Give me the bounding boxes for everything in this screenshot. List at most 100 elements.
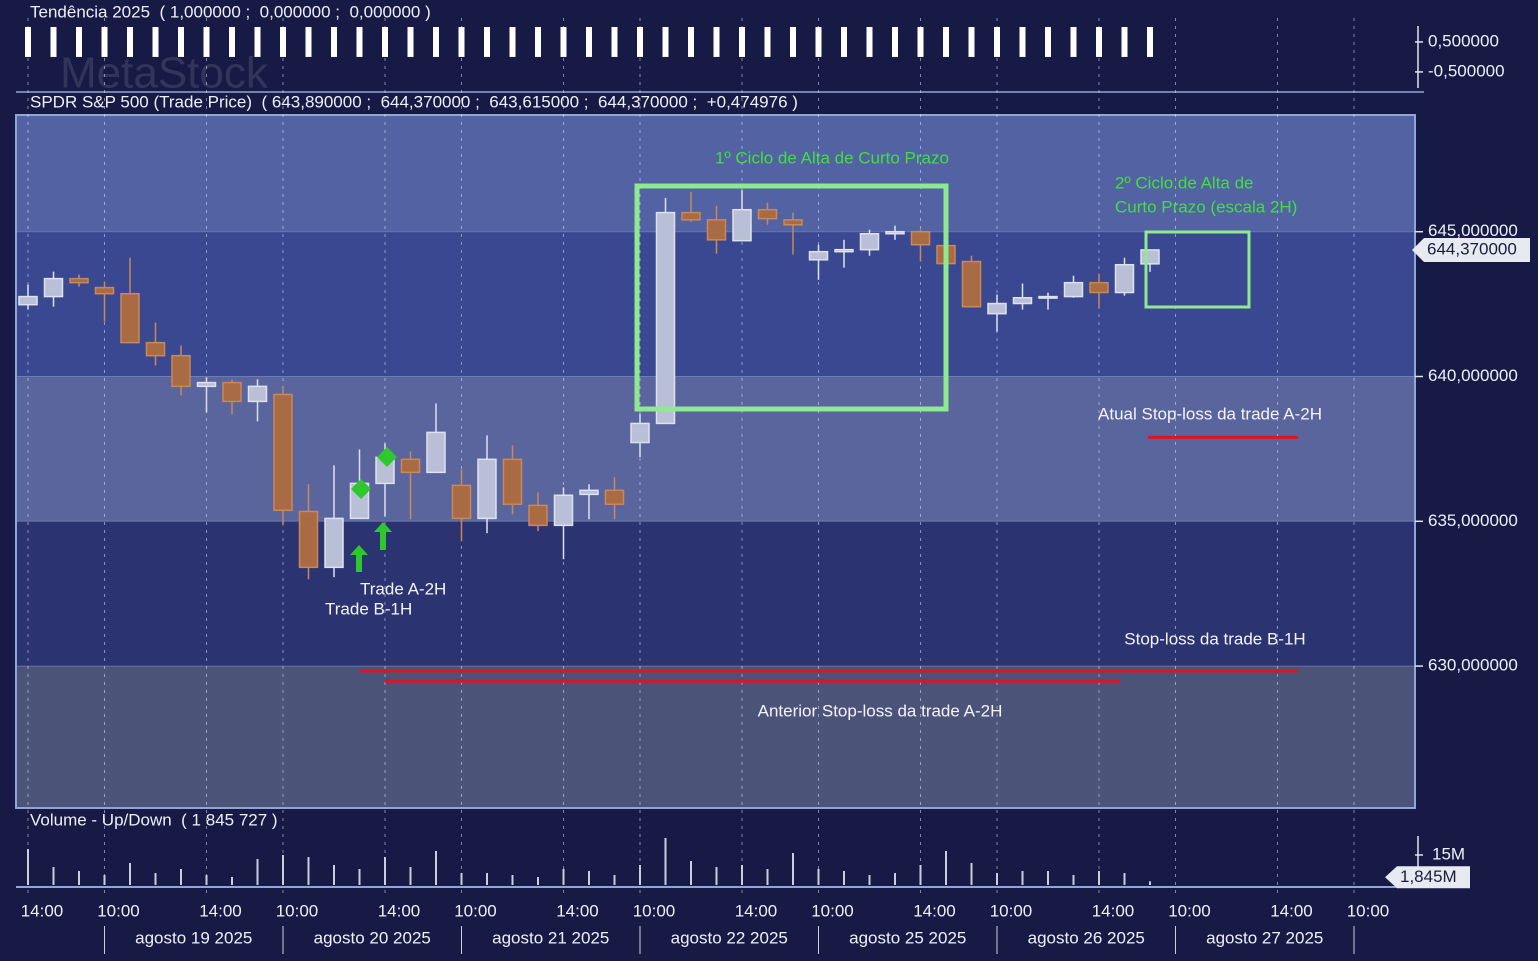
- x-tick-label: 14:00: [1270, 901, 1313, 920]
- x-tick-label: 14:00: [21, 901, 64, 920]
- x-tick-label: 10:00: [1347, 901, 1390, 920]
- trade-label: Trade B-1H: [325, 599, 412, 618]
- volume-bar: [154, 873, 157, 885]
- stop-label: Stop-loss da trade B-1H: [1124, 629, 1305, 648]
- volume-bar: [486, 873, 488, 885]
- volume-bar: [307, 857, 310, 885]
- volume-bar: [843, 871, 845, 885]
- x-tick-label: 14:00: [556, 901, 599, 920]
- indicator-bar: [637, 26, 643, 57]
- volume-bar: [945, 851, 947, 885]
- candle-body: [502, 458, 523, 505]
- candle-body: [834, 248, 854, 253]
- candle-body: [1038, 295, 1058, 299]
- indicator-bar: [407, 26, 414, 57]
- volume-bar: [741, 865, 743, 885]
- indicator-bar: [1096, 26, 1102, 57]
- candle-body: [400, 458, 421, 474]
- last-price-box: [1412, 237, 1530, 262]
- volume-bar: [103, 875, 106, 885]
- y-tick-label: 645,000000: [1428, 221, 1518, 240]
- day-label: agosto 25 2025: [849, 928, 966, 947]
- candle-body: [222, 381, 242, 403]
- x-tick-label: 10:00: [811, 901, 854, 920]
- candle-body: [426, 431, 446, 474]
- indicator-bar: [968, 26, 975, 57]
- day-label: agosto 26 2025: [1028, 928, 1145, 947]
- indicator-bar: [713, 26, 720, 57]
- candle-body: [579, 489, 599, 496]
- candle-body: [1089, 281, 1109, 294]
- volume-bar: [970, 863, 973, 885]
- volume-bar: [792, 853, 794, 885]
- price-band: [16, 666, 1415, 808]
- indicator-bar: [943, 26, 949, 57]
- indicator-bar: [305, 26, 312, 57]
- last-price-label: 644,370000: [1427, 239, 1517, 258]
- volume-bar: [1072, 875, 1075, 885]
- volume-bar: [613, 875, 616, 885]
- candle-body: [528, 504, 548, 527]
- volume-bar: [384, 857, 386, 885]
- indicator-bar: [50, 26, 57, 57]
- candle-body: [783, 219, 803, 226]
- candle-body: [145, 341, 166, 357]
- volume-bar: [282, 855, 284, 885]
- candle-body: [171, 354, 191, 388]
- indicator-bar: [76, 26, 82, 57]
- volume-bar: [1149, 881, 1151, 885]
- indicator-bar: [662, 26, 669, 57]
- volume-bar: [180, 869, 182, 885]
- indicator-bar: [101, 26, 108, 57]
- indicator-bar: [560, 26, 567, 57]
- volume-bar: [639, 865, 641, 885]
- x-tick-label: 10:00: [1168, 901, 1211, 920]
- candle-body: [273, 393, 293, 512]
- entry-arrow: [374, 522, 392, 550]
- indicator-bar: [509, 26, 516, 57]
- indicator-bar: [458, 26, 465, 57]
- candle-body: [681, 211, 701, 221]
- indicator-bar: [994, 26, 1000, 57]
- volume-bar: [562, 869, 565, 885]
- candle-body: [885, 230, 905, 235]
- candle-body: [706, 219, 727, 241]
- candle-body: [910, 230, 931, 246]
- indicator-bar: [280, 26, 286, 57]
- volume-bar: [894, 873, 896, 885]
- candle-body: [247, 385, 268, 403]
- candle-body: [18, 295, 38, 306]
- price-frame: [15, 114, 1416, 809]
- volume-bar: [256, 859, 259, 885]
- indicator-bar: [841, 26, 847, 57]
- volume-bar: [766, 869, 769, 885]
- candle-body: [987, 302, 1007, 315]
- y-tick-label: 640,000000: [1428, 366, 1518, 385]
- cycle2-label: Curto Prazo (escala 2H): [1115, 197, 1297, 216]
- volume-bar: [664, 838, 667, 885]
- volume-bar: [690, 861, 692, 885]
- indicator-bar: [1121, 26, 1128, 57]
- volume-bar: [78, 871, 80, 885]
- stop-label: Anterior Stop-loss da trade A-2H: [758, 701, 1003, 720]
- x-tick-label: 14:00: [913, 901, 956, 920]
- indicator-bar: [331, 26, 337, 57]
- indicator-bar: [1019, 26, 1026, 57]
- candle-body: [655, 211, 676, 425]
- y-tick-label: -0,500000: [1428, 61, 1505, 80]
- candle-body: [1140, 249, 1160, 265]
- volume-bar: [231, 877, 233, 885]
- indicator-bar: [1147, 26, 1153, 57]
- candle-body: [630, 422, 650, 444]
- indicator-bar: [866, 26, 873, 57]
- x-tick-label: 10:00: [633, 901, 676, 920]
- day-label: agosto 20 2025: [314, 928, 431, 947]
- x-tick-label: 14:00: [199, 901, 242, 920]
- volume-bar: [333, 865, 335, 885]
- candle-body: [859, 232, 880, 251]
- indicator-bar: [815, 26, 822, 57]
- x-tick-label: 14:00: [735, 901, 778, 920]
- entry-diamond: [377, 447, 397, 467]
- indicator-bar: [356, 26, 363, 57]
- volume-bar: [817, 869, 820, 885]
